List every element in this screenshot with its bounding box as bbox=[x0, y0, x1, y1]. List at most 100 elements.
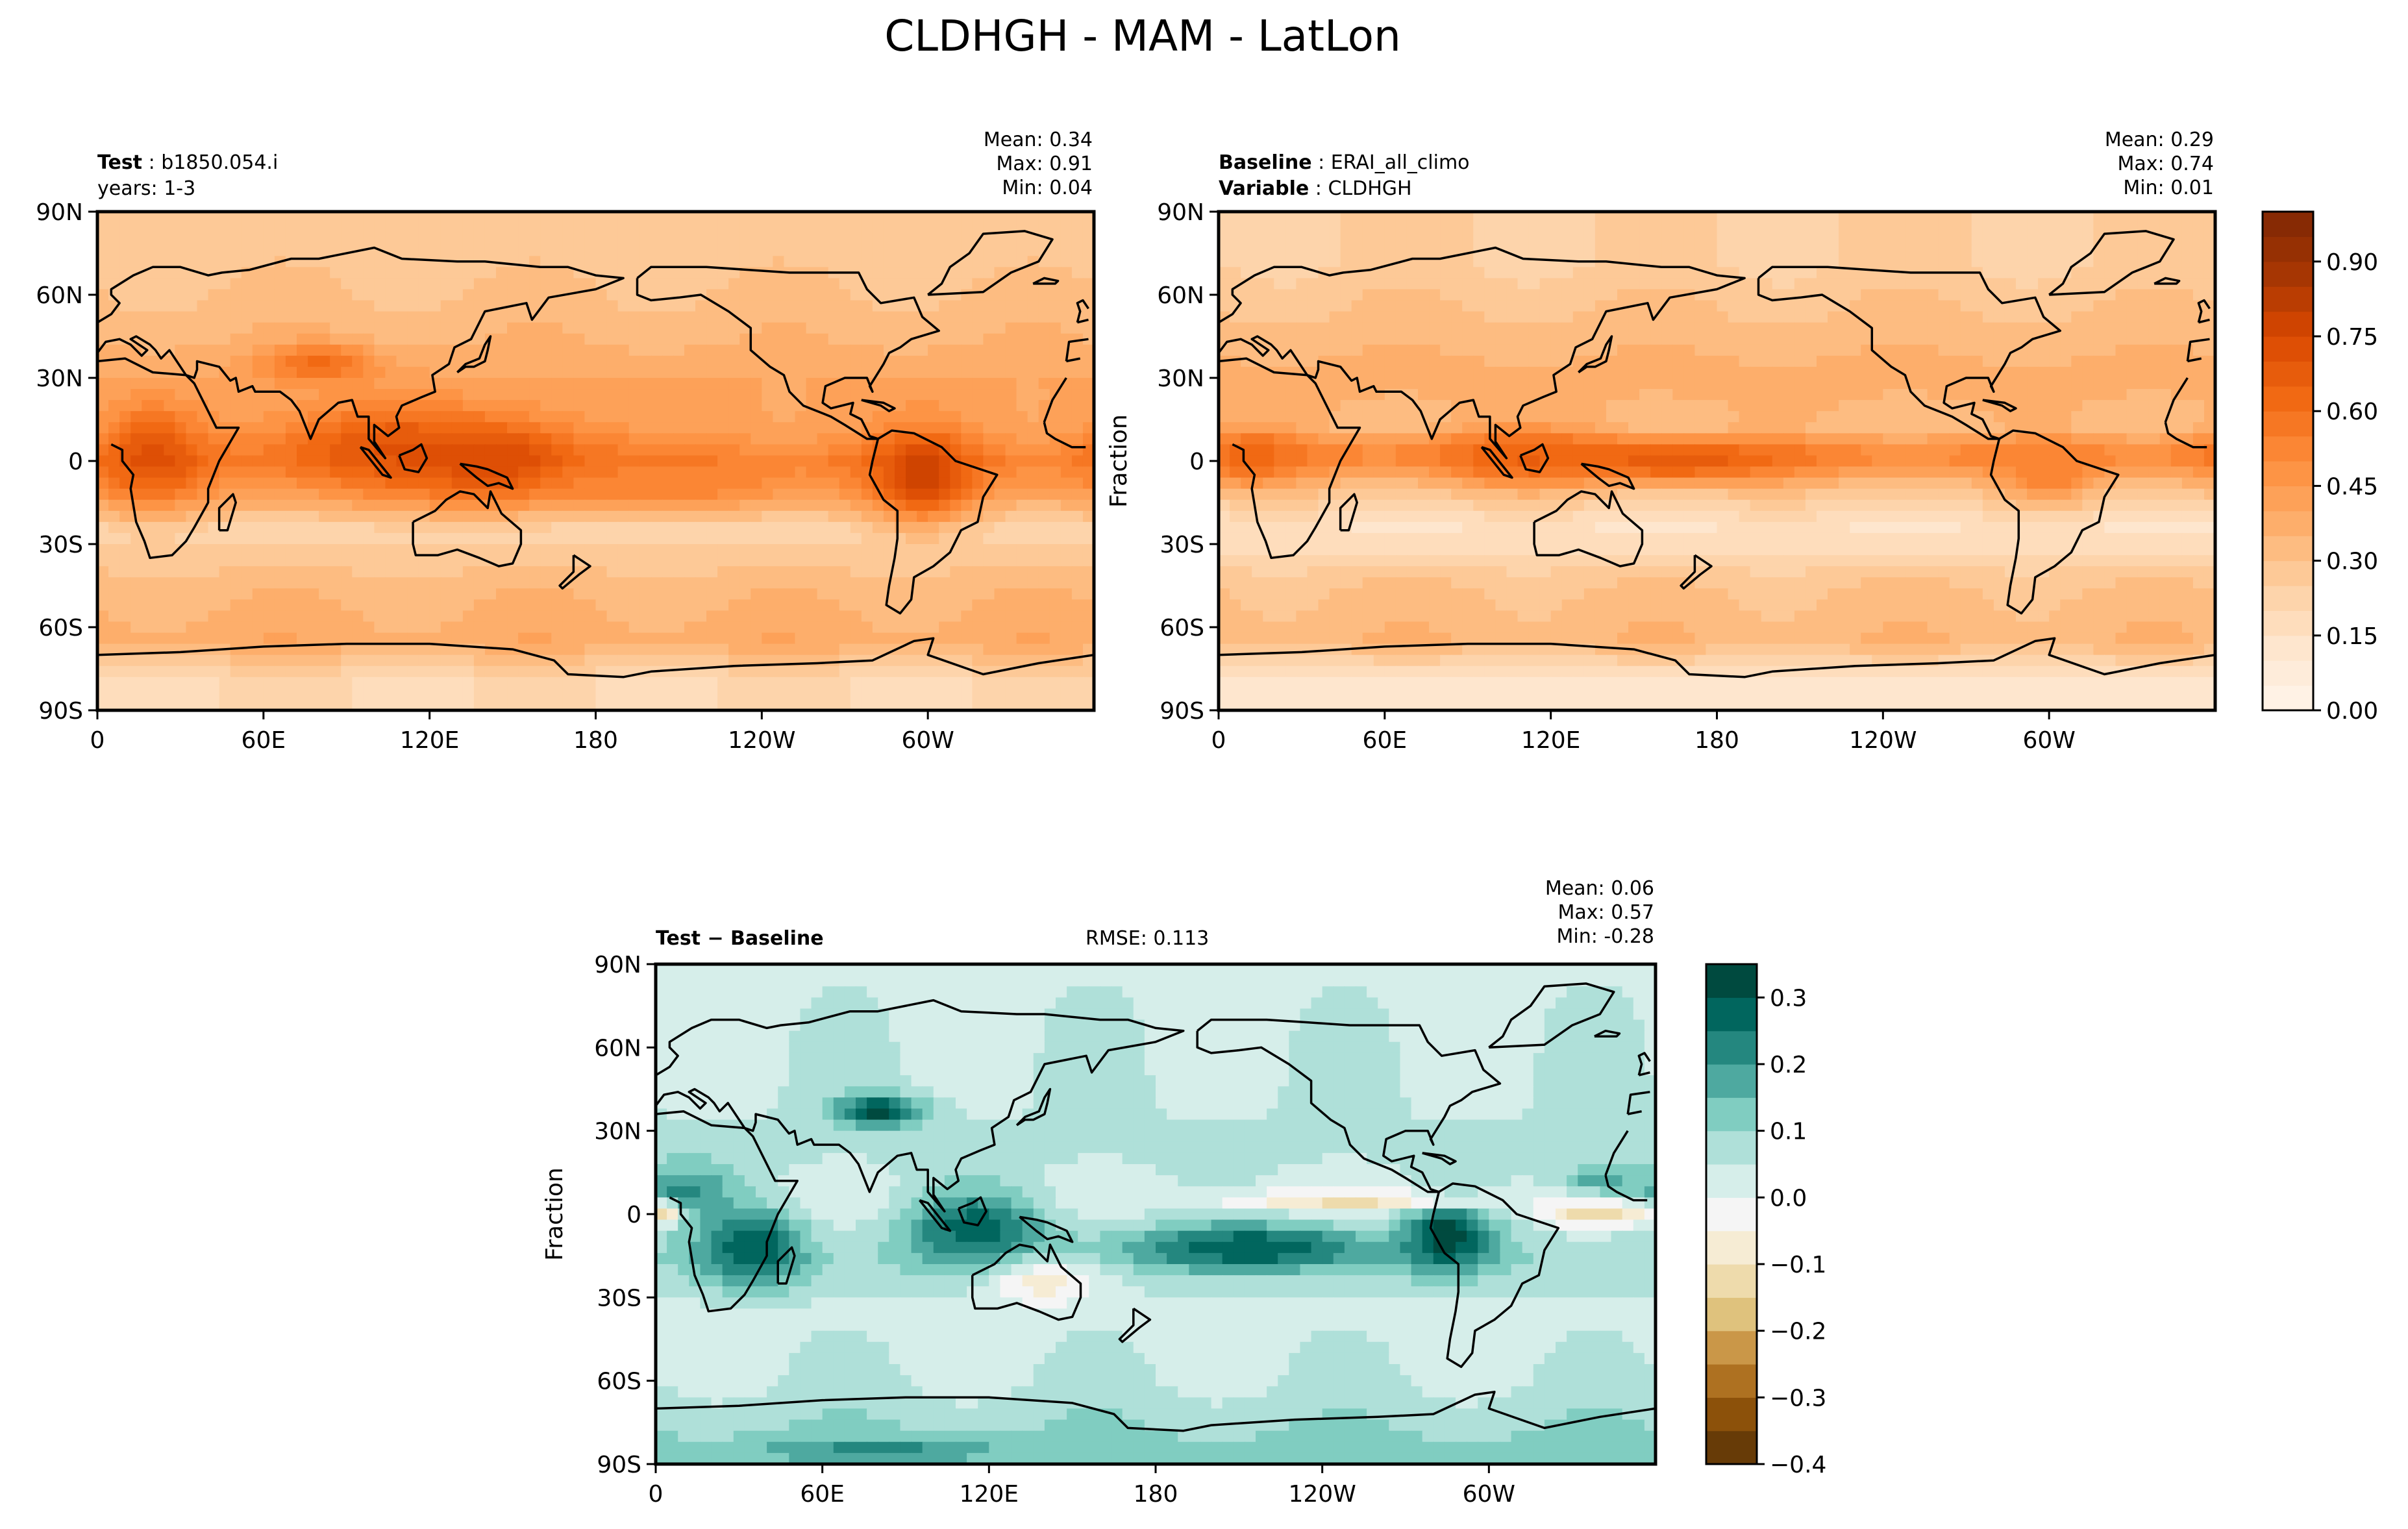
field-cell bbox=[850, 665, 862, 678]
field-cell bbox=[1628, 278, 1640, 290]
field-cell bbox=[1595, 267, 1607, 279]
field-cell bbox=[695, 378, 707, 390]
field-cell bbox=[175, 278, 187, 290]
field-cell bbox=[895, 267, 906, 279]
field-cell bbox=[2203, 234, 2215, 245]
field-cell bbox=[1027, 688, 1039, 700]
field-cell bbox=[717, 544, 729, 556]
field-cell bbox=[1005, 322, 1017, 334]
field-cell bbox=[906, 355, 917, 367]
panel-baseline-variable-text: CLDHGH bbox=[1328, 177, 1411, 200]
field-cell bbox=[1016, 532, 1028, 545]
field-cell bbox=[895, 588, 906, 601]
field-cell bbox=[939, 455, 951, 467]
field-cell bbox=[1561, 212, 1574, 223]
field-cell bbox=[651, 632, 663, 645]
field-cell bbox=[208, 699, 220, 710]
field-cell bbox=[651, 223, 663, 234]
field-cell bbox=[197, 599, 209, 612]
field-cell bbox=[1373, 234, 1385, 245]
field-cell bbox=[142, 322, 154, 334]
field-cell bbox=[562, 344, 575, 356]
field-cell bbox=[895, 234, 906, 245]
field-cell bbox=[1451, 289, 1463, 301]
field-cell bbox=[828, 289, 840, 301]
field-cell bbox=[2115, 212, 2128, 223]
field-cell bbox=[2104, 256, 2116, 268]
field-cell bbox=[142, 212, 154, 223]
field-cell bbox=[639, 566, 652, 578]
field-cell bbox=[606, 300, 619, 312]
field-cell bbox=[773, 389, 785, 401]
field-cell bbox=[407, 577, 419, 590]
field-cell bbox=[97, 654, 109, 667]
field-cell bbox=[828, 499, 840, 512]
field-cell bbox=[1440, 245, 1452, 257]
field-cell bbox=[175, 555, 187, 567]
field-cell bbox=[1340, 311, 1352, 323]
field-cell bbox=[341, 300, 353, 312]
field-cell bbox=[1628, 212, 1640, 223]
field-cell bbox=[186, 544, 198, 556]
field-cell bbox=[1583, 223, 1596, 234]
field-cell bbox=[883, 665, 895, 678]
field-cell bbox=[983, 477, 995, 490]
field-cell bbox=[274, 555, 286, 567]
field-cell bbox=[407, 322, 419, 334]
field-cell bbox=[972, 521, 984, 534]
field-cell bbox=[197, 289, 209, 301]
field-cell bbox=[197, 477, 209, 490]
field-cell bbox=[429, 488, 441, 501]
field-cell bbox=[330, 322, 342, 334]
field-cell bbox=[662, 532, 674, 545]
field-cell bbox=[1005, 699, 1017, 710]
field-cell bbox=[706, 699, 718, 710]
field-cell bbox=[385, 677, 397, 689]
field-cell bbox=[440, 477, 453, 490]
field-cell bbox=[2060, 300, 2072, 312]
field-cell bbox=[728, 444, 741, 456]
field-cell bbox=[606, 289, 619, 301]
field-cell bbox=[1850, 234, 1862, 245]
field-cell bbox=[795, 610, 807, 623]
field-cell bbox=[197, 577, 209, 590]
field-cell bbox=[1038, 566, 1050, 578]
field-cell bbox=[628, 355, 641, 367]
field-cell bbox=[784, 322, 796, 334]
field-cell bbox=[895, 433, 906, 445]
field-cell bbox=[285, 300, 297, 312]
field-cell bbox=[994, 433, 1006, 445]
field-cell bbox=[839, 699, 851, 710]
field-cell bbox=[352, 621, 364, 634]
field-cell bbox=[961, 378, 973, 390]
field-cell bbox=[695, 444, 707, 456]
field-cell bbox=[274, 566, 286, 578]
field-cell bbox=[440, 499, 453, 512]
field-cell bbox=[1894, 223, 1906, 234]
field-cell bbox=[1583, 278, 1596, 290]
field-cell bbox=[153, 566, 165, 578]
field-cell bbox=[1016, 510, 1028, 523]
field-cell bbox=[1027, 488, 1039, 501]
field-cell bbox=[751, 632, 763, 645]
field-cell bbox=[1038, 588, 1050, 601]
field-cell bbox=[639, 599, 652, 612]
field-cell bbox=[950, 378, 962, 390]
field-cell bbox=[617, 311, 630, 323]
field-cell bbox=[197, 544, 209, 556]
field-cell bbox=[706, 212, 718, 223]
field-cell bbox=[153, 599, 165, 612]
field-cell bbox=[950, 366, 962, 379]
field-cell bbox=[1817, 278, 1828, 290]
field-cell bbox=[806, 677, 818, 689]
field-cell bbox=[285, 566, 297, 578]
field-cell bbox=[396, 665, 408, 678]
field-cell bbox=[939, 521, 951, 534]
field-cell bbox=[1539, 289, 1552, 301]
field-cell bbox=[529, 433, 541, 445]
field-cell bbox=[861, 532, 873, 545]
field-cell bbox=[673, 344, 685, 356]
panel-test-field bbox=[97, 212, 1094, 710]
field-cell bbox=[252, 322, 264, 334]
field-cell bbox=[617, 643, 630, 656]
